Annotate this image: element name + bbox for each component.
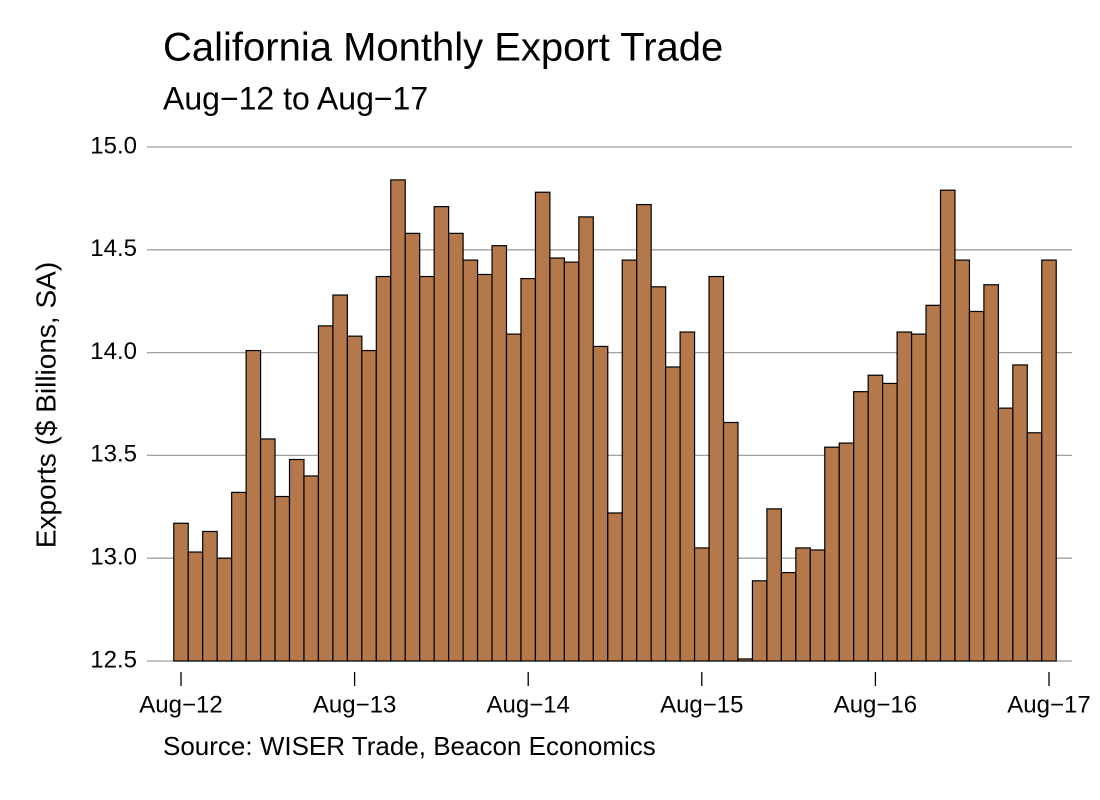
bar xyxy=(346,335,363,662)
bar xyxy=(621,259,638,662)
chart-title: California Monthly Export Trade xyxy=(163,26,723,70)
bar xyxy=(925,304,942,662)
bar xyxy=(332,294,348,662)
x-tick-label: Aug−17 xyxy=(1007,691,1090,718)
bar xyxy=(563,261,580,662)
x-tick-label: Aug−15 xyxy=(660,691,743,718)
bar xyxy=(708,275,725,662)
y-tick-label: 14.0 xyxy=(90,338,137,365)
bar xyxy=(983,284,999,662)
x-tick-label: Aug−12 xyxy=(139,691,222,718)
bar xyxy=(245,349,262,662)
bar xyxy=(462,259,479,662)
y-axis-label: Exports ($ Billions, SA) xyxy=(30,262,61,548)
bar xyxy=(288,458,305,662)
bar xyxy=(173,522,189,662)
bar xyxy=(737,658,754,662)
bar xyxy=(997,407,1014,662)
bar xyxy=(505,333,522,662)
bar xyxy=(202,530,218,662)
bar xyxy=(317,325,334,662)
bar xyxy=(650,286,667,662)
bar xyxy=(491,245,508,662)
bar xyxy=(766,508,782,662)
bar xyxy=(751,580,768,662)
bar xyxy=(578,216,594,662)
bar xyxy=(187,551,204,662)
bar xyxy=(896,331,913,662)
bar xyxy=(404,232,421,662)
bar xyxy=(853,391,869,662)
x-tick-label: Aug−14 xyxy=(486,691,569,718)
y-tick-label: 12.5 xyxy=(90,646,137,673)
source-note: Source: WISER Trade, Beacon Economics xyxy=(163,731,656,761)
bar xyxy=(939,189,956,662)
x-tick-label: Aug−16 xyxy=(834,691,917,718)
bar xyxy=(795,547,811,662)
bar xyxy=(824,446,840,662)
bar xyxy=(216,557,233,662)
bar xyxy=(231,491,247,662)
bar xyxy=(968,310,985,662)
bar xyxy=(259,438,276,662)
bar xyxy=(809,549,826,662)
x-tick-label: Aug−13 xyxy=(313,691,396,718)
bar xyxy=(433,206,450,662)
bar xyxy=(910,333,927,662)
y-tick-label: 15.0 xyxy=(90,132,137,159)
bar xyxy=(375,275,392,662)
bar xyxy=(592,345,609,662)
bar xyxy=(882,382,898,662)
bar xyxy=(303,475,320,662)
bar xyxy=(448,232,464,662)
bar xyxy=(722,421,739,662)
bar xyxy=(954,259,971,662)
bar xyxy=(1012,364,1028,662)
bar xyxy=(1026,432,1043,662)
y-tick-label: 14.5 xyxy=(90,235,137,262)
bar xyxy=(1041,259,1057,662)
bar xyxy=(665,366,681,662)
bar xyxy=(693,547,710,662)
bar xyxy=(520,277,537,662)
bar xyxy=(419,275,435,662)
bar xyxy=(274,495,291,662)
y-tick-label: 13.0 xyxy=(90,544,137,571)
bar xyxy=(679,331,696,662)
bar xyxy=(549,257,565,662)
y-tick-label: 13.5 xyxy=(90,441,137,468)
bar xyxy=(780,571,797,662)
bar xyxy=(867,374,884,662)
bar xyxy=(607,512,623,662)
bar xyxy=(838,442,855,662)
bar xyxy=(476,273,493,662)
bar xyxy=(361,349,377,662)
bar xyxy=(390,179,406,662)
chart-subtitle: Aug−12 to Aug−17 xyxy=(163,80,428,116)
bar xyxy=(636,203,652,662)
bar xyxy=(534,191,551,662)
